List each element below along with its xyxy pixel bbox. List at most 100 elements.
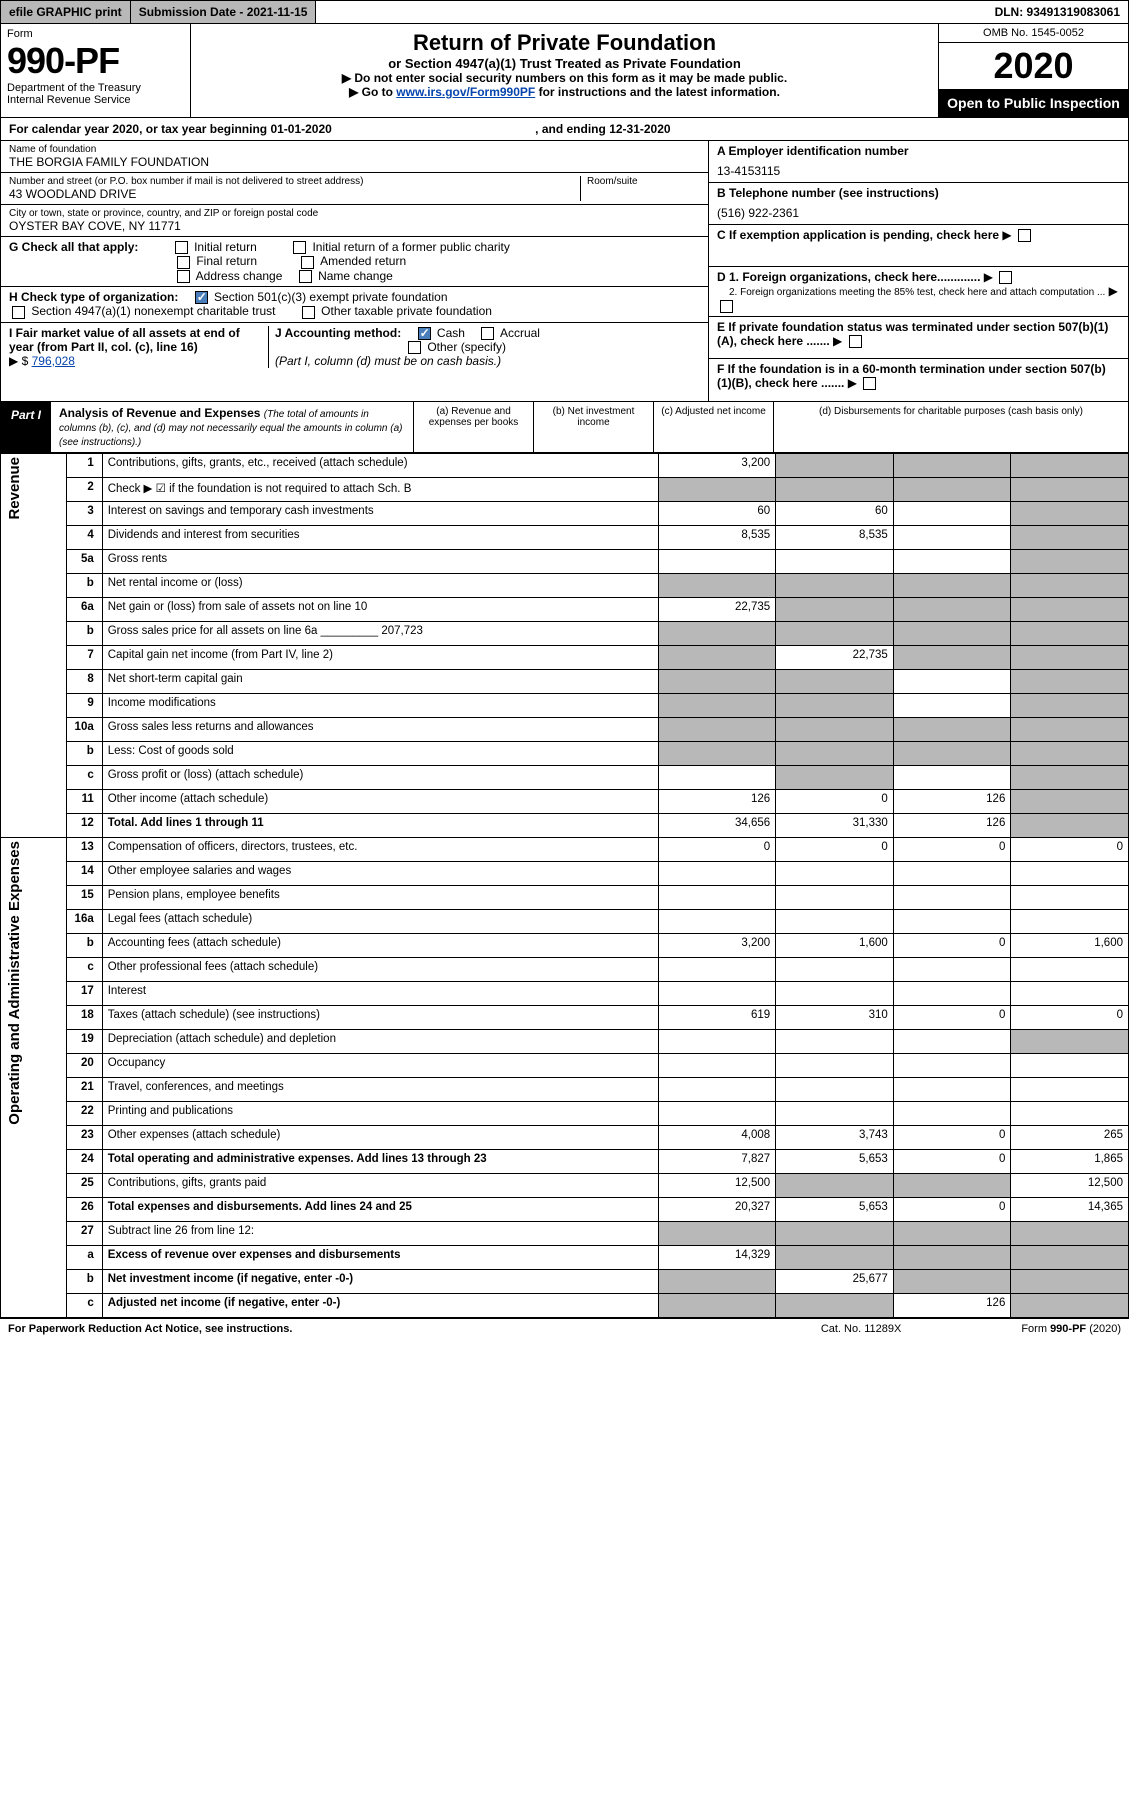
- initial-return-former-checkbox[interactable]: [293, 241, 306, 254]
- final-return-checkbox[interactable]: [177, 256, 190, 269]
- id-left: Name of foundation THE BORGIA FAMILY FOU…: [1, 141, 708, 401]
- line-label: Contributions, gifts, grants paid: [102, 1173, 658, 1197]
- cell-col-b: [776, 957, 894, 981]
- line-label: Other income (attach schedule): [102, 789, 658, 813]
- line-label: Net investment income (if negative, ente…: [102, 1269, 658, 1293]
- amended-return-checkbox[interactable]: [301, 256, 314, 269]
- cell-col-c: [893, 669, 1011, 693]
- cash-checkbox[interactable]: [418, 327, 431, 340]
- cell-col-d: [1011, 549, 1129, 573]
- part1-tag: Part I: [1, 402, 51, 452]
- line-label: Subtract line 26 from line 12:: [102, 1221, 658, 1245]
- cell-col-d: [1011, 645, 1129, 669]
- cell-col-a: 3,200: [658, 933, 776, 957]
- exemption-pending-checkbox[interactable]: [1018, 229, 1031, 242]
- line-number: 13: [67, 837, 102, 861]
- line-number: 24: [67, 1149, 102, 1173]
- line-label: Income modifications: [102, 693, 658, 717]
- revenue-side-label: Revenue: [6, 457, 23, 520]
- line-label: Total. Add lines 1 through 11: [102, 813, 658, 837]
- form-title-block: Return of Private Foundation or Section …: [191, 24, 938, 117]
- initial-return-checkbox[interactable]: [175, 241, 188, 254]
- cell-col-b: [776, 1245, 894, 1269]
- line-number: 7: [67, 645, 102, 669]
- cell-col-c: 0: [893, 837, 1011, 861]
- grid-row: 9Income modifications: [1, 693, 1129, 717]
- cell-col-a: 3,200: [658, 453, 776, 477]
- line-number: 15: [67, 885, 102, 909]
- cell-col-c: [893, 597, 1011, 621]
- cell-col-a: [658, 573, 776, 597]
- line-number: 6a: [67, 597, 102, 621]
- grid-row: Operating and Administrative Expenses13C…: [1, 837, 1129, 861]
- foreign-org-checkbox[interactable]: [999, 271, 1012, 284]
- line-number: 12: [67, 813, 102, 837]
- cell-col-c: [893, 1245, 1011, 1269]
- cell-col-a: [658, 693, 776, 717]
- cell-col-b: 22,735: [776, 645, 894, 669]
- line-number: b: [67, 1269, 102, 1293]
- section-f: F If the foundation is in a 60-month ter…: [709, 359, 1128, 401]
- section-g: G Check all that apply: Initial return I…: [1, 237, 708, 287]
- phone-cell: B Telephone number (see instructions) (5…: [709, 183, 1128, 225]
- cell-col-a: [658, 1029, 776, 1053]
- cell-col-d: [1011, 741, 1129, 765]
- part1-header: Part I Analysis of Revenue and Expenses …: [0, 402, 1129, 453]
- grid-row: 10aGross sales less returns and allowanc…: [1, 717, 1129, 741]
- status-terminated-checkbox[interactable]: [849, 335, 862, 348]
- cell-col-b: [776, 453, 894, 477]
- line-number: 22: [67, 1101, 102, 1125]
- form990pf-link[interactable]: www.irs.gov/Form990PF: [396, 85, 535, 99]
- line-label: Total expenses and disbursements. Add li…: [102, 1197, 658, 1221]
- cell-col-a: 34,656: [658, 813, 776, 837]
- cell-col-a: 619: [658, 1005, 776, 1029]
- cell-col-b: [776, 717, 894, 741]
- foreign-85pct-checkbox[interactable]: [720, 300, 733, 313]
- cell-col-d: [1011, 789, 1129, 813]
- line-label: Pension plans, employee benefits: [102, 885, 658, 909]
- cell-col-a: 7,827: [658, 1149, 776, 1173]
- grid-row: bAccounting fees (attach schedule)3,2001…: [1, 933, 1129, 957]
- cell-col-a: 126: [658, 789, 776, 813]
- cell-col-a: [658, 885, 776, 909]
- 4947a1-checkbox[interactable]: [12, 306, 25, 319]
- cell-col-b: [776, 477, 894, 501]
- ein-cell: A Employer identification number 13-4153…: [709, 141, 1128, 183]
- other-method-checkbox[interactable]: [408, 341, 421, 354]
- line-number: 4: [67, 525, 102, 549]
- 60month-termination-checkbox[interactable]: [863, 377, 876, 390]
- cell-col-d: [1011, 1269, 1129, 1293]
- line-label: Check ▶ ☑ if the foundation is not requi…: [102, 477, 658, 501]
- form-subtitle: or Section 4947(a)(1) Trust Treated as P…: [201, 56, 928, 71]
- dln-label: DLN: 93491319083061: [987, 1, 1128, 23]
- cell-col-c: [893, 741, 1011, 765]
- cell-col-a: [658, 957, 776, 981]
- form-number: 990-PF: [7, 40, 184, 82]
- line-label: Other professional fees (attach schedule…: [102, 957, 658, 981]
- omb-number: OMB No. 1545-0052: [939, 24, 1128, 43]
- cell-col-a: [658, 717, 776, 741]
- cell-col-a: 12,500: [658, 1173, 776, 1197]
- cell-col-a: [658, 981, 776, 1005]
- address-change-checkbox[interactable]: [177, 270, 190, 283]
- cell-col-d: [1011, 1221, 1129, 1245]
- cell-col-b: [776, 1173, 894, 1197]
- cell-col-a: 0: [658, 837, 776, 861]
- cell-col-b: [776, 885, 894, 909]
- cell-col-d: [1011, 1245, 1129, 1269]
- 501c3-checkbox[interactable]: [195, 291, 208, 304]
- line-number: 25: [67, 1173, 102, 1197]
- name-change-checkbox[interactable]: [299, 270, 312, 283]
- cell-col-a: 14,329: [658, 1245, 776, 1269]
- cell-col-c: [893, 1269, 1011, 1293]
- cell-col-a: [658, 1269, 776, 1293]
- accrual-checkbox[interactable]: [481, 327, 494, 340]
- line-number: 16a: [67, 909, 102, 933]
- grid-row: bLess: Cost of goods sold: [1, 741, 1129, 765]
- other-taxable-checkbox[interactable]: [302, 306, 315, 319]
- fmv-link[interactable]: 796,028: [32, 354, 75, 368]
- cell-col-a: [658, 1053, 776, 1077]
- cell-col-d: [1011, 1029, 1129, 1053]
- grid-row: bNet investment income (if negative, ent…: [1, 1269, 1129, 1293]
- cell-col-a: [658, 477, 776, 501]
